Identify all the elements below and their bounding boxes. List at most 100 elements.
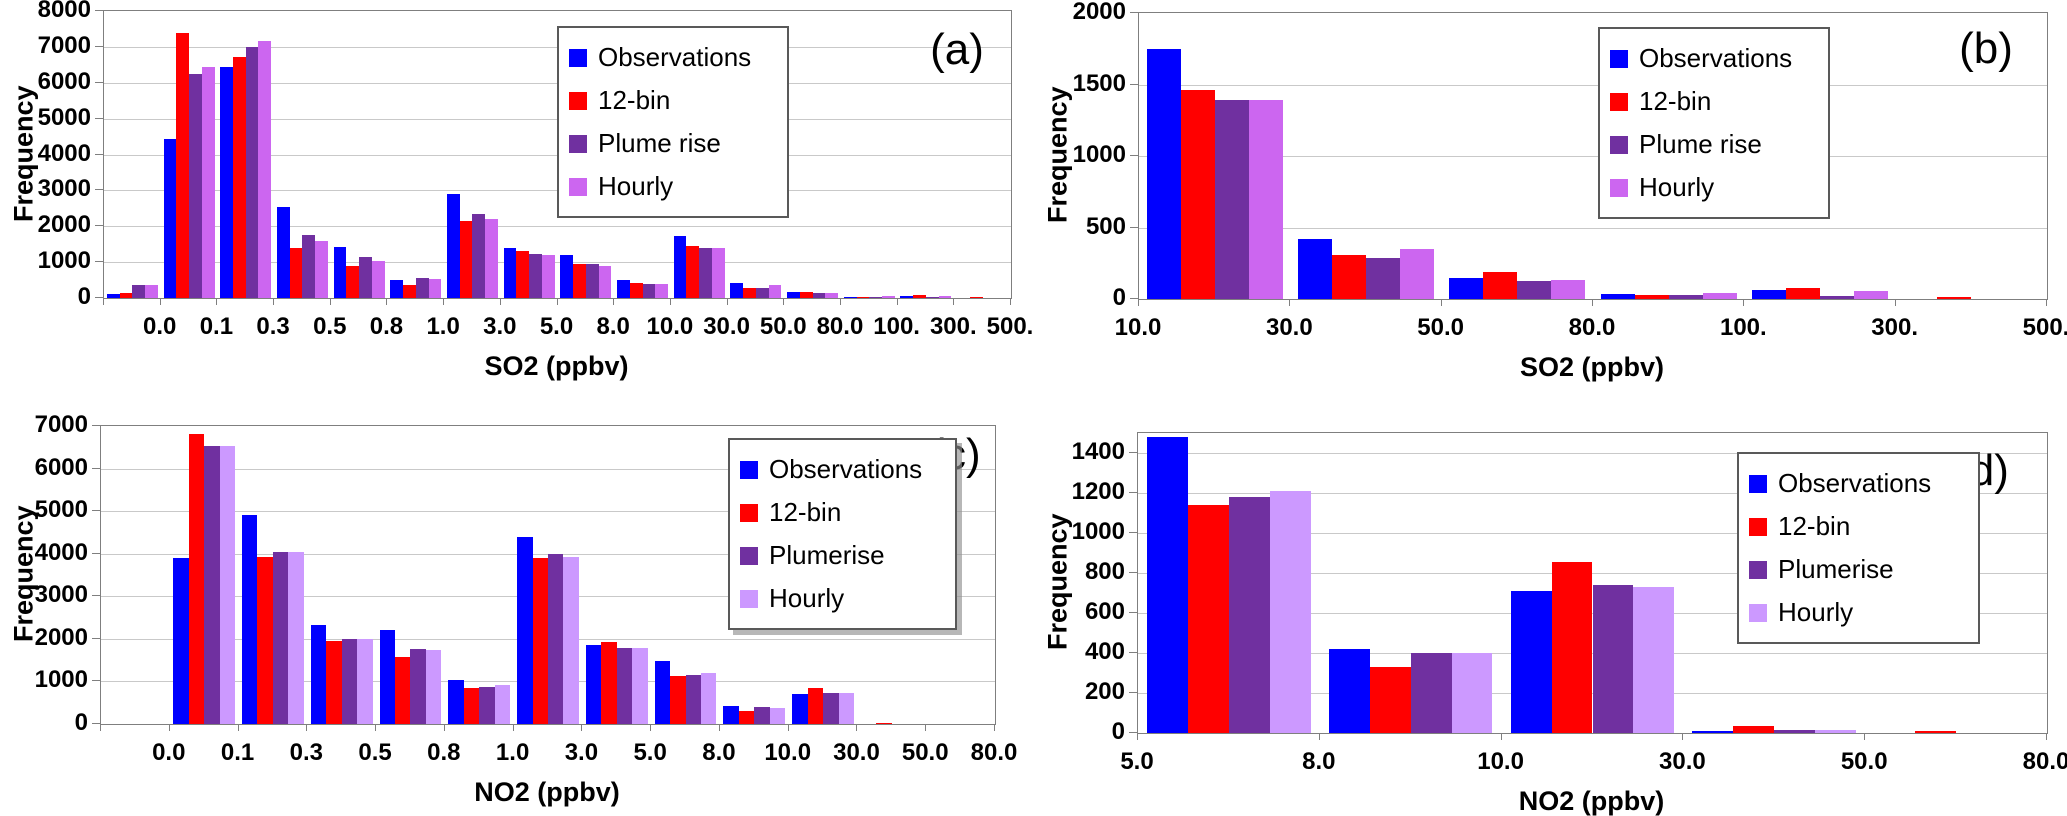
- bar-12-bin: [1331, 255, 1366, 299]
- y-tick-label: 4000: [34, 538, 88, 566]
- x-tick-mark: [103, 298, 104, 305]
- x-tick-label: 30.0: [1659, 748, 1706, 775]
- x-tick-mark: [1682, 733, 1684, 740]
- x-tick-mark: [375, 724, 377, 731]
- bar-hourly: [145, 285, 158, 298]
- bar-observations: [276, 206, 290, 298]
- x-tick-label: 10.0: [1114, 314, 1162, 341]
- bar-12-bin: [743, 287, 756, 298]
- legend-entry: Observations: [569, 36, 777, 79]
- x-tick-mark: [1743, 299, 1745, 306]
- plot-area: [100, 425, 996, 725]
- y-tick-label: 800: [1084, 558, 1125, 585]
- x-tick-label: 3.0: [564, 739, 599, 766]
- y-tick-label: 1200: [1071, 478, 1125, 505]
- legend-swatch-plume-rise-icon: [569, 134, 587, 153]
- x-tick-mark: [581, 724, 583, 731]
- bar-12-bin: [403, 285, 416, 298]
- bar-12-bin: [232, 56, 246, 298]
- x-tick-label: 1.0: [495, 739, 530, 766]
- bar-12-bin: [1551, 562, 1593, 733]
- bar-plume-rise: [585, 264, 599, 298]
- bar-plume-rise: [302, 234, 316, 298]
- bar-12-bin: [532, 557, 548, 724]
- bar-observations: [787, 292, 800, 298]
- x-tick-label: 300.: [1871, 314, 1919, 341]
- x-tick-mark: [100, 724, 101, 731]
- x-tick-mark: [953, 298, 955, 305]
- bar-observations: [1297, 238, 1332, 299]
- bar-observations: [220, 67, 233, 298]
- bar-observations: [163, 139, 177, 298]
- x-tick-label: 500.: [2022, 314, 2067, 341]
- y-tick-label: 2000: [37, 211, 91, 239]
- legend-label: Observations: [598, 42, 752, 72]
- bar-observations: [1328, 649, 1370, 733]
- x-tick-mark: [787, 724, 789, 731]
- bar-plumerise: [272, 551, 289, 724]
- legend-entry: Observations: [1749, 462, 1968, 505]
- y-tick-mark: [92, 552, 100, 554]
- legend-swatch-12-bin-icon: [1610, 92, 1628, 111]
- bar-observations: [730, 282, 744, 298]
- x-tick-mark: [512, 724, 514, 731]
- y-tick-mark: [1129, 612, 1137, 613]
- bar-12-bin: [459, 220, 473, 298]
- x-tick-label: 8.0: [1302, 748, 1336, 775]
- panel-a: Frequency 0 1000 2000 3000 4000 5000 6000 7000 80…: [0, 0, 1034, 398]
- bar-plumerise: [823, 692, 839, 724]
- bar-observations: [1600, 293, 1635, 299]
- bar-12-bin: [807, 687, 824, 724]
- y-tick-label: 0: [77, 283, 91, 310]
- bar-plume-rise: [642, 284, 656, 298]
- bar-hourly: [769, 707, 786, 724]
- legend-entry: Observations: [1610, 37, 1818, 80]
- legend: Observations 12-bin Plumerise Hourly: [1737, 452, 1980, 644]
- y-tick-label: 1000: [1071, 518, 1125, 545]
- bar-observations: [503, 247, 517, 298]
- y-tick-label: 1000: [34, 666, 88, 694]
- bar-hourly: [371, 261, 385, 298]
- bar-observations: [1751, 289, 1786, 299]
- x-tick-label: 50.0: [1840, 748, 1888, 775]
- x-tick-mark: [216, 298, 218, 305]
- bar-12-bin: [913, 295, 926, 298]
- bar-hourly: [494, 684, 511, 724]
- legend-swatch-12-bin-icon: [1749, 517, 1767, 536]
- y-tick-label: 200: [1084, 678, 1125, 705]
- legend-label: Plume rise: [598, 128, 721, 158]
- gridline: [1138, 493, 2047, 494]
- y-tick-mark: [95, 261, 103, 263]
- x-axis-title: SO2 (ppbv): [1519, 352, 1664, 382]
- legend-swatch-observations-icon: [1749, 474, 1767, 493]
- y-tick-mark: [92, 680, 100, 682]
- x-tick-label: 10.0: [764, 739, 812, 766]
- x-tick-label: 10.0: [1477, 748, 1524, 775]
- bar-12-bin: [629, 282, 643, 298]
- bar-hourly: [1451, 653, 1493, 733]
- bar-observations: [843, 296, 857, 298]
- legend-swatch-hourly-icon: [1610, 178, 1628, 197]
- bar-12-bin: [289, 248, 303, 298]
- bar-plumerise: [479, 686, 495, 724]
- bar-plumerise: [685, 674, 701, 724]
- x-tick-label: 0.1: [220, 739, 255, 766]
- panel-b: Frequency 0 500 1000 1500 2000 10.0 30.0 50.0 80.…: [1034, 0, 2067, 398]
- x-tick-mark: [1592, 299, 1593, 306]
- gridline: [101, 511, 995, 513]
- legend-entry: Hourly: [569, 165, 777, 208]
- y-tick-mark: [95, 189, 103, 191]
- bar-observations: [900, 295, 914, 298]
- bar-hourly: [541, 255, 555, 298]
- plot-area: [1138, 12, 2048, 300]
- bar-hourly: [485, 218, 498, 298]
- x-tick-label: 80.0: [2022, 748, 2067, 775]
- bar-hourly: [219, 446, 236, 724]
- y-tick-mark: [1130, 83, 1138, 85]
- bar-observations: [173, 557, 189, 724]
- bar-hourly: [1248, 100, 1283, 299]
- y-tick-mark: [1129, 652, 1137, 653]
- x-tick-mark: [273, 298, 275, 305]
- bar-hourly: [1551, 279, 1586, 299]
- bar-observations: [241, 514, 258, 724]
